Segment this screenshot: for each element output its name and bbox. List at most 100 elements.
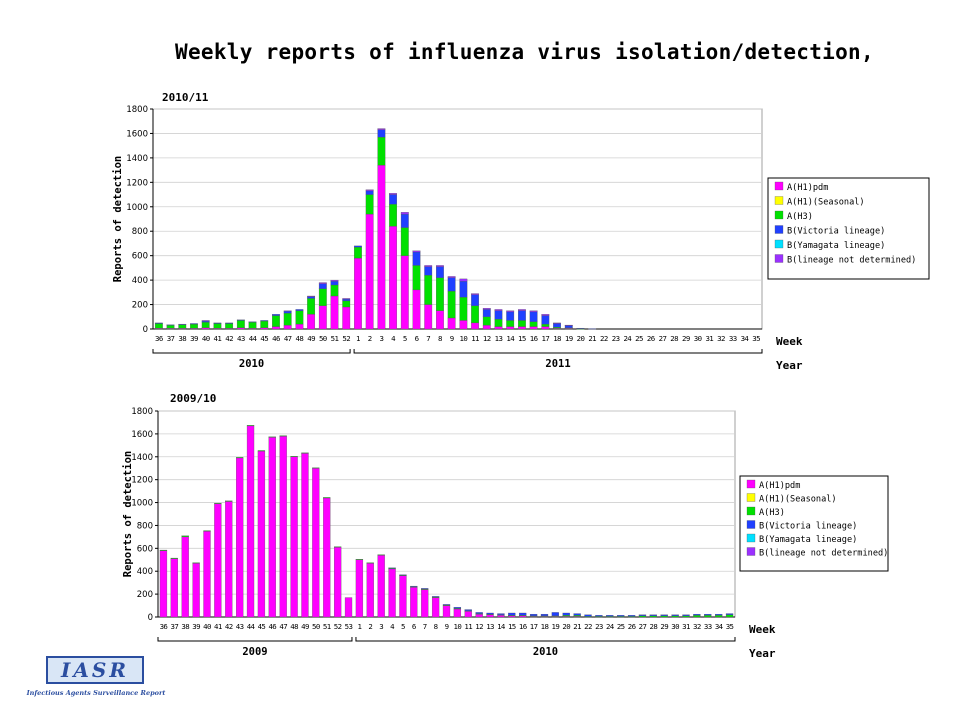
bar-segment bbox=[330, 284, 339, 297]
bar-segment bbox=[246, 425, 255, 427]
iasr-logo-subtitle: Infectious Agents Surveillance Report bbox=[26, 689, 166, 697]
x-tick-label: 42 bbox=[225, 334, 233, 343]
x-tick-label: 3 bbox=[379, 622, 383, 631]
x-tick-label: 43 bbox=[236, 622, 244, 631]
y-tick-label: 200 bbox=[137, 590, 153, 600]
bar-segment bbox=[471, 305, 479, 324]
year-bracket bbox=[355, 637, 736, 642]
bar-segment bbox=[318, 282, 327, 284]
x-tick-label: 2 bbox=[368, 622, 372, 631]
bar-segment bbox=[295, 323, 304, 330]
bar-segment bbox=[225, 501, 233, 618]
y-tick-label: 0 bbox=[143, 325, 148, 335]
bar-segment bbox=[551, 612, 560, 616]
bar-segment bbox=[453, 607, 462, 609]
y-tick-label: 1400 bbox=[126, 154, 148, 164]
x-tick-label: 20 bbox=[577, 334, 585, 343]
x-tick-label: 28 bbox=[649, 622, 657, 631]
bar-segment bbox=[584, 614, 592, 617]
bar-segment bbox=[436, 277, 444, 311]
bar-segment bbox=[181, 536, 189, 618]
bar-segment bbox=[342, 300, 351, 308]
bar-segment bbox=[312, 468, 320, 618]
bar-segment bbox=[399, 574, 407, 576]
bar-segment bbox=[290, 456, 298, 457]
bar-segment bbox=[518, 309, 526, 311]
legend-entry: A(H1)(Seasonal) bbox=[759, 495, 837, 505]
bar-segment bbox=[671, 614, 679, 617]
x-tick-label: 53 bbox=[345, 622, 353, 631]
bar-segment bbox=[494, 326, 503, 330]
bar-segment bbox=[541, 323, 550, 327]
bar-segment bbox=[693, 615, 701, 618]
legend-entry: A(H3) bbox=[787, 212, 813, 222]
bar-segment bbox=[412, 250, 421, 253]
bar-segment bbox=[225, 322, 234, 324]
bar-segment bbox=[518, 310, 526, 321]
x-tick-label: 42 bbox=[225, 622, 233, 631]
bar-segment bbox=[471, 293, 479, 295]
plot-area bbox=[157, 410, 736, 618]
bar-segment bbox=[170, 558, 178, 618]
chart-2010-11: 2010/11 0 200 400 600 800 1000 1200 1400 1600 1800… bbox=[112, 91, 930, 372]
bar-segment bbox=[248, 321, 257, 323]
bar-segment bbox=[529, 326, 538, 330]
bar-segment bbox=[295, 310, 304, 325]
bar-segment bbox=[290, 456, 298, 618]
bar-segment bbox=[424, 266, 433, 276]
bar-segment bbox=[399, 575, 407, 618]
bar-segment bbox=[459, 297, 468, 321]
bar-segment bbox=[330, 279, 339, 282]
legend-swatch bbox=[774, 181, 784, 191]
bar-segment bbox=[464, 611, 472, 618]
bar-segment bbox=[447, 276, 456, 278]
bar-segment bbox=[494, 319, 503, 327]
bar-segment bbox=[260, 320, 269, 328]
x-tick-label: 35 bbox=[726, 622, 734, 631]
x-tick-label: 32 bbox=[693, 622, 701, 631]
bar-segment bbox=[279, 436, 287, 618]
x-tick-label: 40 bbox=[202, 334, 210, 343]
bar-segment bbox=[272, 326, 280, 330]
bar-segment bbox=[178, 323, 187, 325]
year-axis-label: Year bbox=[749, 647, 776, 660]
bar-segment bbox=[436, 265, 444, 267]
x-tick-label: 10 bbox=[454, 622, 462, 631]
legend-swatch bbox=[774, 239, 784, 249]
bar-segment bbox=[389, 226, 397, 330]
bar-segment bbox=[214, 502, 222, 504]
legend-entry: A(H1)(Seasonal) bbox=[787, 198, 865, 208]
bar-segment bbox=[436, 310, 444, 330]
bar-segment bbox=[307, 296, 316, 299]
x-tick-label: 4 bbox=[390, 622, 395, 631]
bar-segment bbox=[606, 615, 614, 617]
bar-segment bbox=[190, 323, 198, 329]
bar-segment bbox=[318, 283, 327, 289]
x-tick-label: 49 bbox=[307, 334, 315, 343]
x-tick-label: 16 bbox=[519, 622, 527, 631]
x-tick-label: 6 bbox=[412, 622, 416, 631]
y-tick-label: 400 bbox=[137, 567, 153, 577]
bar-segment bbox=[541, 326, 550, 330]
bar-segment bbox=[236, 320, 245, 328]
x-tick-label: 17 bbox=[530, 622, 538, 631]
legend-entry: B(lineage not determined) bbox=[759, 549, 888, 559]
bar-segment bbox=[166, 325, 175, 329]
x-tick-label: 26 bbox=[647, 334, 655, 343]
bar-segment bbox=[573, 615, 581, 617]
x-tick-label: 15 bbox=[508, 622, 516, 631]
bar-segment bbox=[471, 294, 479, 306]
bar-segment bbox=[518, 326, 526, 330]
bar-segment bbox=[330, 295, 339, 330]
bar-segment bbox=[236, 457, 244, 459]
y-tick-label: 1400 bbox=[131, 453, 153, 463]
bar-segment bbox=[159, 550, 168, 618]
bar-segment bbox=[213, 323, 222, 329]
bar-segment bbox=[595, 615, 603, 617]
bar-segment bbox=[301, 453, 309, 618]
bar-segment bbox=[307, 298, 316, 315]
x-tick-label: 14 bbox=[506, 334, 515, 343]
bar-segment bbox=[301, 452, 309, 454]
bar-segment bbox=[453, 608, 462, 618]
year-label-2009: 2009 bbox=[242, 646, 267, 658]
